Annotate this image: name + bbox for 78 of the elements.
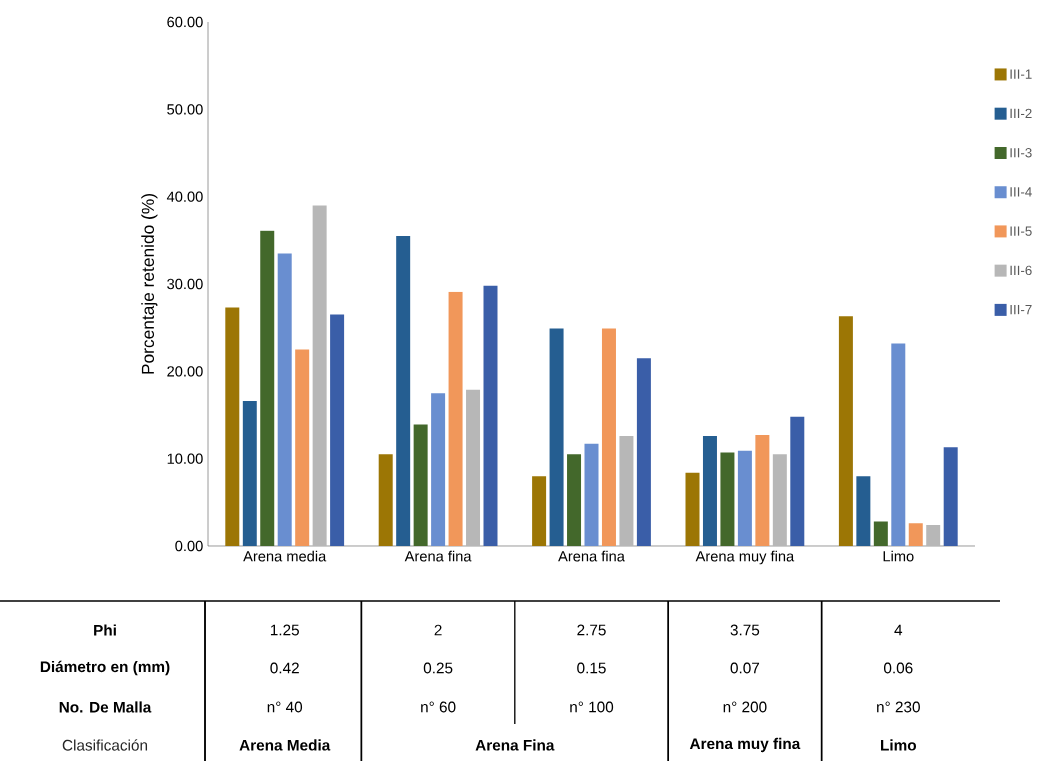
text: 0.25 <box>423 662 453 674</box>
text: Diámetro en (mm) <box>40 660 170 676</box>
bar <box>242 401 257 546</box>
bar <box>702 435 717 546</box>
bar <box>891 343 906 546</box>
bar <box>720 452 735 546</box>
legend-label: III-6 <box>1010 265 1032 276</box>
bar <box>790 416 805 546</box>
bar <box>483 285 498 546</box>
bar <box>413 424 428 546</box>
text: n° 230 <box>877 701 920 713</box>
text: 2 <box>434 624 442 636</box>
bar <box>619 435 634 546</box>
text: 2.75 <box>577 624 606 636</box>
legend-label: III-3 <box>1010 148 1032 158</box>
y-tick-label: 0.00 <box>175 540 203 552</box>
text: 0.15 <box>577 662 606 674</box>
bar <box>567 454 582 546</box>
text: 4 <box>894 624 903 636</box>
bar <box>737 450 752 546</box>
x-tick-label: Arena muy fina <box>695 550 795 565</box>
bar <box>685 472 700 546</box>
legend-label: III-4 <box>1010 187 1032 197</box>
text: 0.06 <box>883 662 913 674</box>
x-tick-label: Arena fina <box>558 550 625 562</box>
bar <box>601 328 616 546</box>
text: Arena muy fina <box>689 737 801 753</box>
bar <box>378 454 393 546</box>
bar <box>466 389 481 546</box>
legend-label: III-5 <box>1010 226 1032 236</box>
text: n° 60 <box>421 701 456 713</box>
text: 1.25 <box>270 624 299 636</box>
bar <box>431 393 446 546</box>
bar <box>584 443 599 546</box>
legend-label: III-1 <box>1010 69 1032 79</box>
bar <box>926 525 941 546</box>
bar <box>396 235 411 546</box>
bar <box>943 447 958 546</box>
y-axis-title: Porcentaje retenido (%) <box>141 194 158 374</box>
bar <box>856 476 871 546</box>
text: No. De Malla <box>59 701 152 713</box>
text: 3.75 <box>730 624 760 636</box>
text: 0.42 <box>270 662 299 674</box>
x-tick-label: Limo <box>883 550 914 562</box>
text: n° 40 <box>267 701 303 713</box>
bar <box>772 454 787 546</box>
x-tick-label: Arena media <box>243 550 327 562</box>
bar <box>908 523 923 546</box>
bar <box>312 205 327 546</box>
y-tick-label: 10.00 <box>167 453 203 464</box>
bar <box>330 314 345 546</box>
bar <box>532 476 547 546</box>
bar <box>755 435 770 546</box>
x-tick-label: Arena fina <box>404 550 472 562</box>
y-tick-label: 30.00 <box>167 278 203 290</box>
text: Limo <box>881 739 917 751</box>
text: n° 200 <box>723 701 767 713</box>
text: n° 100 <box>570 701 614 713</box>
text: Arena Media <box>239 739 331 751</box>
bar <box>549 328 564 546</box>
y-tick-label: 40.00 <box>166 191 203 202</box>
text: Arena Fina <box>475 739 555 751</box>
text: Clasificación <box>62 739 148 751</box>
legend-label: III-7 <box>1010 304 1032 315</box>
y-tick-label: 20.00 <box>167 366 203 377</box>
y-tick-label: 50.00 <box>167 104 203 115</box>
y-tick-label: 60.00 <box>167 16 203 28</box>
bar <box>260 230 275 546</box>
bar <box>636 358 651 546</box>
bar <box>838 316 853 546</box>
legend-label: III-2 <box>1010 108 1032 119</box>
text: 0.07 <box>730 662 760 674</box>
bar <box>448 291 463 546</box>
bar <box>277 253 292 546</box>
bar <box>225 307 240 546</box>
bar <box>295 349 310 546</box>
bar <box>873 521 888 546</box>
text: Phi <box>94 624 116 636</box>
